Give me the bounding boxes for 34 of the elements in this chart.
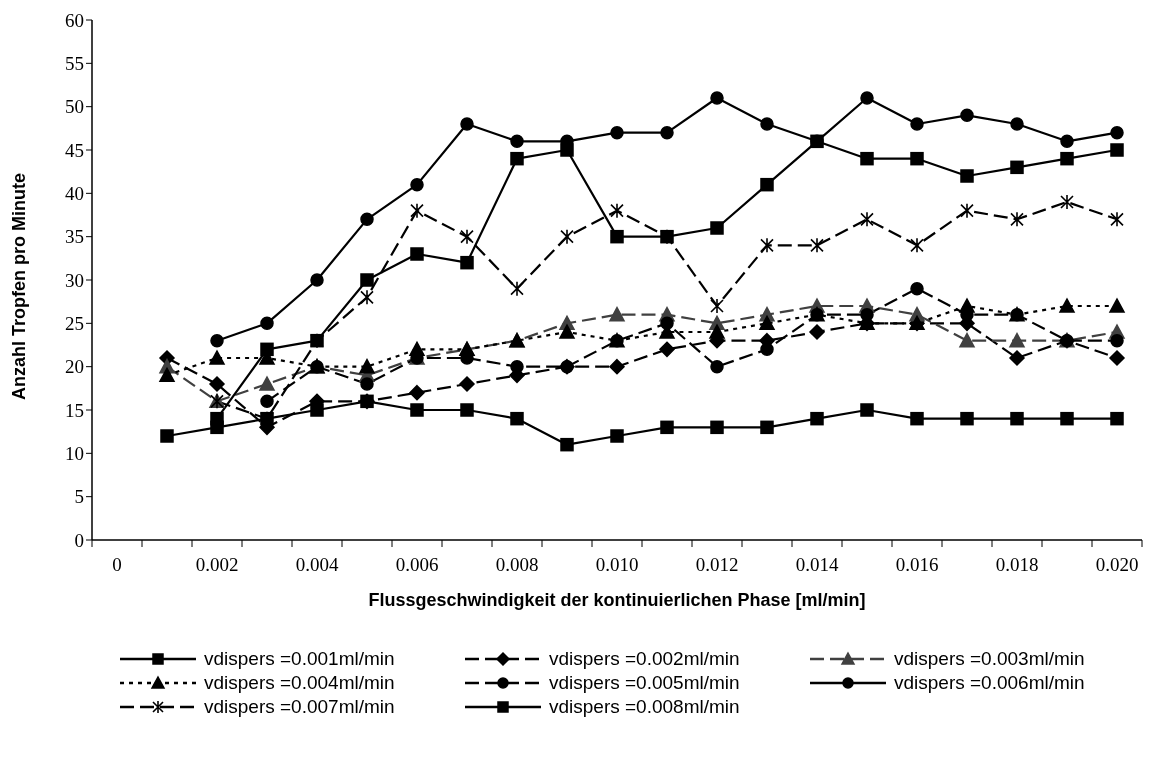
x-tick-label: 0.008 bbox=[495, 554, 539, 576]
x-axis-title: Flussgeschwindigkeit der kontinuierlichen Phase [ml/min] bbox=[368, 590, 866, 610]
x-tick-label: 0.002 bbox=[195, 554, 239, 576]
y-tick-label: 35 bbox=[65, 226, 84, 248]
y-tick-label: 50 bbox=[65, 96, 84, 118]
y-tick-label: 5 bbox=[74, 486, 84, 508]
y-tick-label: 25 bbox=[65, 313, 84, 335]
legend-label: vdispers =0.001ml/min bbox=[204, 648, 395, 670]
legend-label: vdispers =0.004ml/min bbox=[204, 672, 395, 694]
legend-label: vdispers =0.006ml/min bbox=[894, 672, 1085, 694]
y-tick-label: 40 bbox=[65, 183, 84, 205]
y-tick-label: 55 bbox=[65, 53, 84, 75]
x-tick-label: 0.018 bbox=[995, 554, 1039, 576]
legend-label: vdispers =0.003ml/min bbox=[894, 648, 1085, 670]
x-tick-label: 0.014 bbox=[795, 554, 839, 576]
y-tick-label: 0 bbox=[74, 529, 84, 551]
y-tick-label: 30 bbox=[65, 269, 84, 291]
legend-label: vdispers =0.002ml/min bbox=[549, 648, 740, 670]
legend-label: vdispers =0.007ml/min bbox=[204, 696, 395, 718]
x-tick-label: 0.020 bbox=[1095, 554, 1139, 576]
x-tick-label: 0.004 bbox=[295, 554, 339, 576]
x-tick-label: 0.010 bbox=[595, 554, 639, 576]
y-tick-label: 15 bbox=[65, 399, 84, 421]
x-tick-label: 0.016 bbox=[895, 554, 939, 576]
legend-label: vdispers =0.005ml/min bbox=[549, 672, 740, 694]
y-axis-title: Anzahl Tropfen pro Minute bbox=[9, 173, 30, 400]
y-tick-label: 60 bbox=[65, 9, 84, 31]
y-tick-label: 45 bbox=[65, 139, 84, 161]
y-tick-label: 20 bbox=[65, 356, 84, 378]
x-tick-label: 0.006 bbox=[395, 554, 439, 576]
x-tick-label: 0.012 bbox=[695, 554, 739, 576]
x-tick-label: 0 bbox=[112, 554, 122, 576]
legend-label: vdispers =0.008ml/min bbox=[549, 696, 740, 718]
y-tick-label: 10 bbox=[65, 443, 84, 465]
